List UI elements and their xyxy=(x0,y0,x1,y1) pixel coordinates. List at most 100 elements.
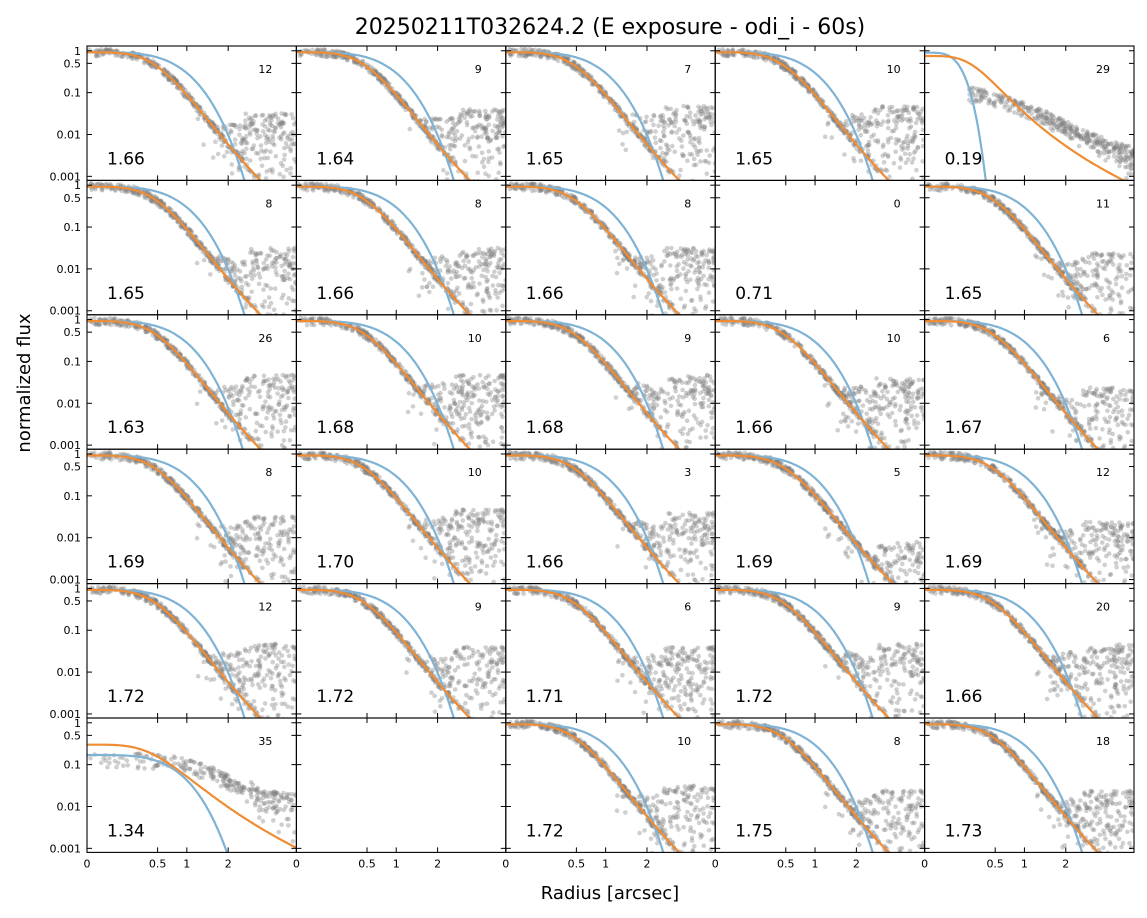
fwhm-value-label: 1.65 xyxy=(735,149,773,169)
panel-10: 1.65 11 xyxy=(924,179,1135,316)
x-tick-label: 0 xyxy=(712,857,719,870)
moffat-fit-line xyxy=(505,51,681,181)
fwhm-value-label: 1.72 xyxy=(735,687,773,707)
x-tick-label: 0.5 xyxy=(358,857,376,870)
scatter-points xyxy=(967,85,1134,181)
panel-plot-area xyxy=(296,450,506,584)
y-tick-label: 0.001 xyxy=(50,305,82,318)
x-tick-label: 0.5 xyxy=(568,857,586,870)
y-tick-label: 1 xyxy=(74,45,81,58)
panel-4: 1.65 10 xyxy=(714,45,926,181)
y-tick-label: 0.5 xyxy=(64,326,82,339)
star-count-label: 9 xyxy=(684,332,691,345)
star-count-label: 0 xyxy=(894,197,901,210)
panel-12: 1.68 10 xyxy=(295,314,507,450)
fwhm-value-label: 0.19 xyxy=(945,149,983,169)
panel-plot-area xyxy=(505,315,716,450)
panel-18: 1.66 3 xyxy=(505,448,716,585)
y-tick-label: 0.001 xyxy=(50,439,82,452)
fwhm-value-label: 1.65 xyxy=(526,149,564,169)
moffat-fit-line xyxy=(296,51,472,181)
panel-30: 0 0.5 1 2 1.73 18 xyxy=(921,717,1135,870)
panel-20: 1.69 12 xyxy=(924,448,1135,585)
panel-plot-area xyxy=(715,449,925,584)
moffat-fit-line xyxy=(924,454,1100,584)
y-tick-label: 1 xyxy=(74,582,81,595)
gaussian-fit-line xyxy=(924,51,987,181)
star-count-label: 12 xyxy=(258,63,272,76)
panel-plot-area xyxy=(87,181,297,315)
fwhm-value-label: 1.65 xyxy=(107,284,145,304)
panel-28: 0 0.5 1 2 1.72 10 xyxy=(502,717,716,870)
panel-ticks xyxy=(295,314,506,450)
y-tick-label: 0.5 xyxy=(64,595,82,608)
panel-ticks xyxy=(924,314,1134,450)
fwhm-value-label: 1.66 xyxy=(107,149,145,169)
moffat-fit-line xyxy=(505,723,681,853)
scatter-points xyxy=(88,751,297,844)
star-count-label: 26 xyxy=(258,332,272,345)
star-count-label: 9 xyxy=(475,601,482,614)
panel-plot-area xyxy=(505,450,716,584)
panel-ticks xyxy=(86,46,297,181)
panel-plot-area xyxy=(87,584,297,718)
panel-plot-area xyxy=(87,315,297,450)
y-tick-label: 0.1 xyxy=(64,355,82,368)
moffat-fit-line xyxy=(296,185,472,315)
panel-ticks xyxy=(714,718,925,853)
panel-plot-area xyxy=(505,719,716,853)
panel-plot-area xyxy=(924,181,1134,315)
fwhm-value-label: 1.69 xyxy=(735,553,773,573)
y-tick-label: 0.01 xyxy=(57,397,82,410)
star-count-label: 3 xyxy=(684,466,691,479)
moffat-fit-line xyxy=(505,588,681,718)
panels-layer: 10.50.10.010.0011.66121.6491.6571.65100.… xyxy=(50,45,1135,870)
fwhm-value-label: 1.67 xyxy=(945,418,983,438)
panel-plot-area xyxy=(296,315,506,450)
moffat-fit-line xyxy=(924,54,1127,181)
panel-ticks xyxy=(714,46,925,181)
moffat-fit-line xyxy=(924,320,1100,450)
star-count-label: 11 xyxy=(1096,197,1110,210)
panel-ticks xyxy=(924,46,1134,181)
star-count-label: 8 xyxy=(265,466,272,479)
star-count-label: 10 xyxy=(677,735,691,748)
fwhm-value-label: 1.68 xyxy=(316,418,354,438)
y-tick-label: 1 xyxy=(74,314,81,327)
star-count-label: 6 xyxy=(1103,332,1110,345)
y-tick-label: 0.1 xyxy=(64,490,82,503)
star-count-label: 18 xyxy=(1096,735,1110,748)
panel-17: 1.70 10 xyxy=(295,448,507,585)
moffat-fit-line xyxy=(87,51,262,181)
moffat-fit-line xyxy=(505,320,681,450)
panel-ticks xyxy=(86,180,297,315)
panel-11: 10.5 0.1 0.01 0.001 1.63 26 xyxy=(50,314,297,452)
star-count-label: 5 xyxy=(894,466,901,479)
y-tick-label: 0.1 xyxy=(64,221,82,234)
y-axis-label: normalized flux xyxy=(14,313,35,452)
y-tick-label: 1 xyxy=(74,448,81,461)
x-tick-label: 0.5 xyxy=(986,857,1004,870)
fwhm-value-label: 1.66 xyxy=(526,284,564,304)
moffat-fit-line xyxy=(87,743,297,849)
moffat-fit-line xyxy=(715,588,891,718)
star-count-label: 20 xyxy=(1096,601,1110,614)
x-tick-label: 0 xyxy=(921,857,928,870)
panel-plot-area xyxy=(715,718,925,853)
fwhm-value-label: 1.66 xyxy=(735,418,773,438)
panel-plot-area xyxy=(924,584,1134,718)
y-tick-label: 0.01 xyxy=(57,129,82,142)
x-tick-label: 2 xyxy=(853,857,860,870)
panel-plot-area xyxy=(87,450,297,584)
panel-plot-area xyxy=(715,47,925,181)
panel-27: 0 0.5 1 2 xyxy=(293,717,507,870)
y-tick-label: 0.1 xyxy=(64,87,82,100)
fwhm-value-label: 1.75 xyxy=(735,821,773,841)
x-tick-label: 0 xyxy=(502,857,509,870)
moffat-fit-line xyxy=(715,454,895,584)
fwhm-value-label: 1.66 xyxy=(526,553,564,573)
panel-ticks xyxy=(86,449,297,584)
star-count-label: 12 xyxy=(258,601,272,614)
panel-5: 0.19 29 xyxy=(924,45,1135,181)
panel-23: 1.71 6 xyxy=(505,583,716,719)
